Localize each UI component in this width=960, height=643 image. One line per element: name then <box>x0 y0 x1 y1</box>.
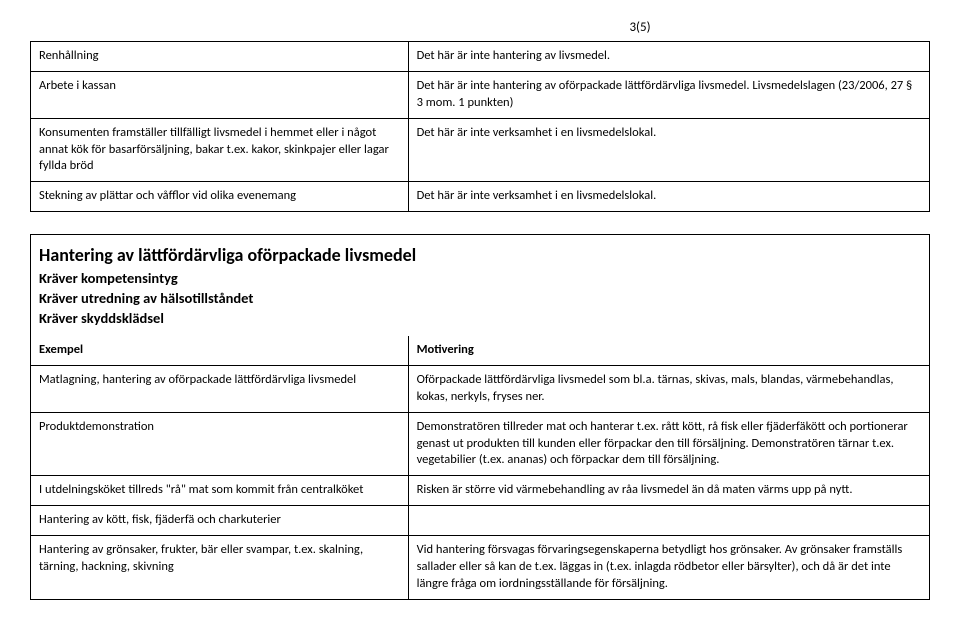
cell-right <box>408 506 929 536</box>
section-header-row: Hantering av lättfördärvliga oförpackade… <box>31 235 930 336</box>
table-row: Stekning av plättar och våfflor vid olik… <box>31 182 930 212</box>
section-subtitle: Kräver skyddsklädsel <box>39 309 921 329</box>
section-title: Hantering av lättfördärvliga oförpackade… <box>39 243 921 267</box>
spacer <box>30 212 930 234</box>
table-row: Matlagning, hantering av oförpackade lät… <box>31 365 930 412</box>
cell-left: Arbete i kassan <box>31 71 409 118</box>
cell-left: Produktdemonstration <box>31 412 409 476</box>
table-1: Renhållning Det här är inte hantering av… <box>30 41 930 212</box>
cell-right: Risken är större vid värmebehandling av … <box>408 476 929 506</box>
cell-right: Det här är inte hantering av livsmedel. <box>408 42 929 72</box>
table-row: I utdelningsköket tillreds "rå" mat som … <box>31 476 930 506</box>
column-header-left: Exempel <box>31 336 409 365</box>
table-row: Konsumenten framställer tillfälligt livs… <box>31 118 930 182</box>
cell-left: Hantering av kött, fisk, fjäderfä och ch… <box>31 506 409 536</box>
cell-right: Vid hantering försvagas förvaringsegensk… <box>408 536 929 600</box>
column-header-row: Exempel Motivering <box>31 336 930 365</box>
cell-right: Det här är inte verksamhet i en livsmede… <box>408 182 929 212</box>
cell-left: Stekning av plättar och våfflor vid olik… <box>31 182 409 212</box>
table-row: Renhållning Det här är inte hantering av… <box>31 42 930 72</box>
table-row: Arbete i kassan Det här är inte hanterin… <box>31 71 930 118</box>
cell-right: Det här är inte verksamhet i en livsmede… <box>408 118 929 182</box>
table-row: Produktdemonstration Demonstratören till… <box>31 412 930 476</box>
section-header-cell: Hantering av lättfördärvliga oförpackade… <box>31 235 930 336</box>
cell-left: Renhållning <box>31 42 409 72</box>
cell-left: Matlagning, hantering av oförpackade lät… <box>31 365 409 412</box>
section-subtitle: Kräver utredning av hälsotillståndet <box>39 289 921 309</box>
table-row: Hantering av grönsaker, frukter, bär ell… <box>31 536 930 600</box>
table-row: Hantering av kött, fisk, fjäderfä och ch… <box>31 506 930 536</box>
column-header-right: Motivering <box>408 336 929 365</box>
cell-left: Hantering av grönsaker, frukter, bär ell… <box>31 536 409 600</box>
cell-left: I utdelningsköket tillreds "rå" mat som … <box>31 476 409 506</box>
section-subtitle: Kräver kompetensintyg <box>39 269 921 289</box>
cell-right: Det här är inte hantering av oförpackade… <box>408 71 929 118</box>
table-2: Hantering av lättfördärvliga oförpackade… <box>30 234 930 600</box>
page-number: 3(5) <box>30 20 930 35</box>
cell-right: Demonstratören tillreder mat och hantera… <box>408 412 929 476</box>
cell-left: Konsumenten framställer tillfälligt livs… <box>31 118 409 182</box>
cell-right: Oförpackade lättfördärvliga livsmedel so… <box>408 365 929 412</box>
